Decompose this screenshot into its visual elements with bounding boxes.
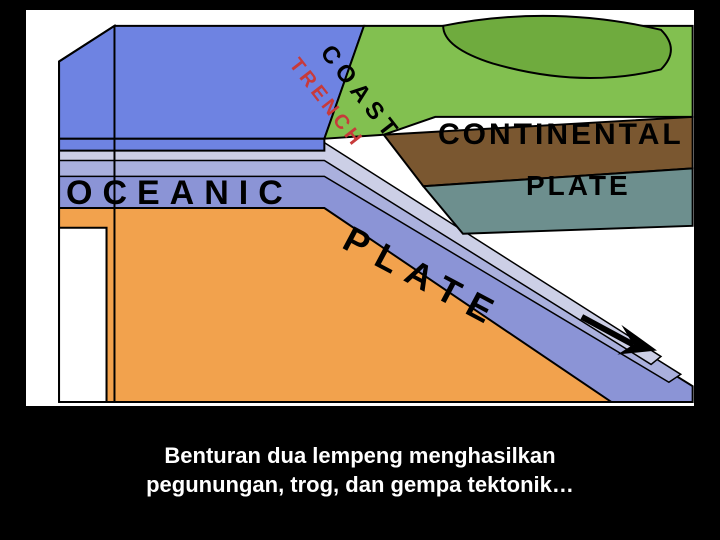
caption: Benturan dua lempeng menghasilkan pegunu… — [0, 441, 720, 500]
caption-line-1: Benturan dua lempeng menghasilkan — [40, 441, 680, 471]
caption-line-2: pegunungan, trog, dan gempa tektonik… — [40, 470, 680, 500]
slide: COAST TRENCH OCEANIC PLATE CONTINENTAL P… — [0, 0, 720, 540]
figure-frame: COAST TRENCH OCEANIC PLATE CONTINENTAL P… — [24, 8, 696, 408]
label-continental-plate: PLATE — [526, 170, 631, 202]
label-oceanic: OCEANIC — [66, 174, 293, 213]
label-continental: CONTINENTAL — [438, 118, 684, 152]
block-left-face — [59, 26, 114, 402]
